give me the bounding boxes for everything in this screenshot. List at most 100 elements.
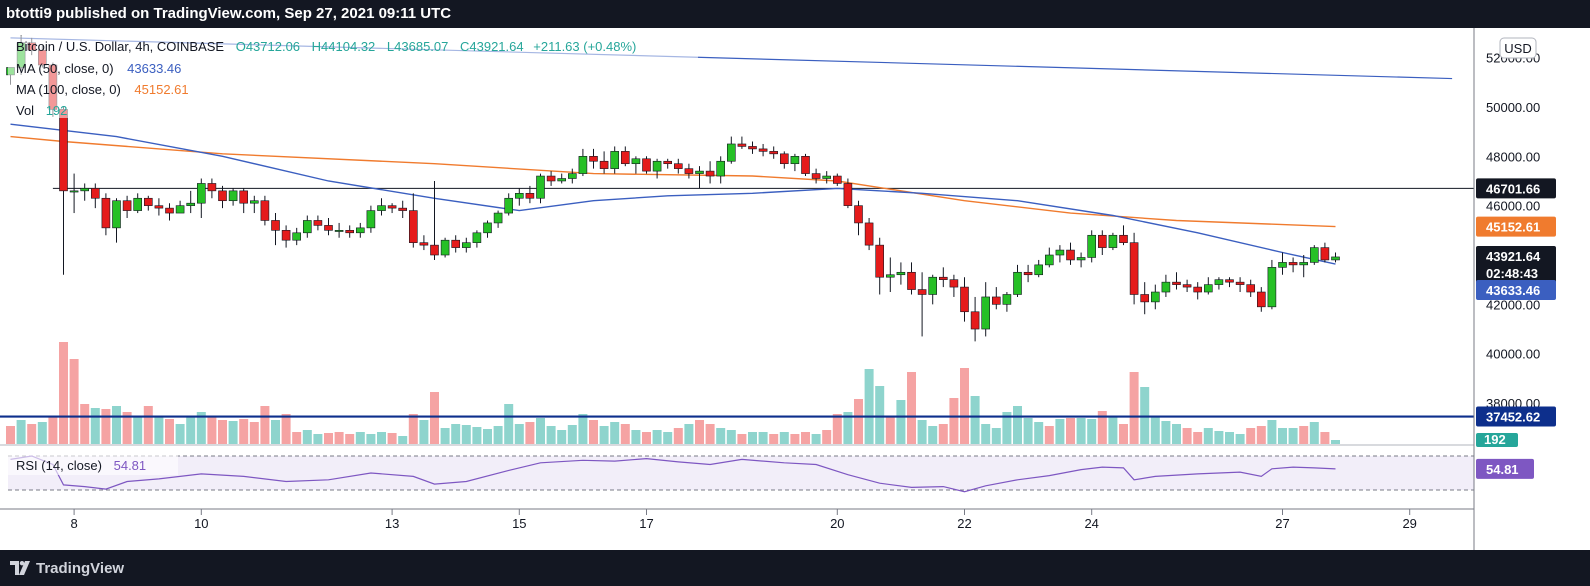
candle: [907, 262, 916, 295]
candle: [758, 143, 768, 157]
candle-body: [1278, 262, 1287, 268]
candle: [112, 198, 121, 243]
candle-body: [271, 220, 280, 231]
candle-body: [1257, 291, 1266, 308]
candle-body: [1023, 271, 1033, 276]
candle: [599, 151, 609, 174]
candle-body: [1119, 234, 1128, 243]
support-price-tag-box: [1476, 406, 1556, 427]
volume-bar: [260, 406, 270, 444]
candle-body: [907, 271, 916, 290]
candle-body: [440, 239, 450, 256]
candle-body: [546, 175, 556, 182]
candle-body: [620, 151, 630, 165]
price-tick: 42000.00: [1486, 297, 1540, 312]
candle-body: [663, 160, 673, 165]
candle: [737, 136, 747, 149]
volume-bar: [1172, 424, 1181, 444]
candle: [1034, 259, 1043, 278]
candle-body: [355, 227, 365, 234]
candle-body: [1066, 249, 1075, 261]
candle: [1002, 292, 1012, 312]
candle-body: [1129, 242, 1139, 295]
candle-body: [1002, 294, 1012, 305]
ma100-label[interactable]: MA (100, close, 0): [16, 82, 121, 97]
candle: [1076, 252, 1086, 268]
volume-bar: [6, 426, 15, 444]
candle: [1267, 259, 1277, 310]
candle: [1320, 242, 1330, 263]
volume-bar: [324, 433, 333, 444]
support-price-tag: 37452.62: [1476, 406, 1556, 427]
candle: [1045, 247, 1054, 268]
currency-button[interactable]: USD: [1499, 37, 1537, 59]
candle-body: [250, 200, 259, 204]
volume-bar: [949, 398, 959, 444]
candle: [313, 215, 323, 231]
rsi-tag: 54.81: [1476, 458, 1534, 479]
candle-body: [991, 296, 1001, 305]
candle: [684, 163, 694, 179]
volume-bar: [69, 359, 79, 444]
volume-bar: [557, 430, 567, 444]
candle: [387, 203, 397, 214]
rsi-legend: RSI (14, close) 54.81: [8, 455, 178, 475]
candle: [1119, 225, 1128, 246]
candle: [1246, 279, 1255, 297]
volume-bar: [896, 400, 906, 444]
volume-bar: [801, 432, 810, 444]
time-axis[interactable]: 8 10 13 15 17 20 22 24 27 29: [70, 509, 1417, 531]
volume-bar: [917, 420, 927, 444]
candle-body: [69, 190, 79, 193]
volume-bar: [472, 427, 482, 444]
rsi-label[interactable]: RSI (14, close): [16, 458, 102, 473]
high-value: H44104.32: [312, 39, 376, 54]
candle: [801, 153, 810, 177]
candle: [822, 171, 832, 184]
volume-bar: [1299, 426, 1309, 444]
volume-bar: [207, 416, 217, 444]
candle-body: [578, 156, 588, 174]
volume-bar: [589, 420, 598, 444]
candle-body: [122, 200, 132, 211]
volume-bar: [536, 418, 545, 444]
candle: [504, 193, 514, 216]
ma50-label[interactable]: MA (50, close, 0): [16, 61, 114, 76]
candle: [239, 188, 248, 214]
candle: [1087, 230, 1096, 263]
candle-body: [1172, 281, 1181, 285]
symbol-label[interactable]: Bitcoin / U.S. Dollar, 4h, COINBASE: [16, 39, 224, 54]
time-tick: 13: [385, 516, 399, 531]
brand-name: TradingView: [36, 559, 125, 577]
candles: [6, 35, 1340, 342]
candle-body: [165, 207, 174, 214]
candle-body: [695, 170, 704, 174]
candle-body: [1151, 291, 1160, 303]
volume-bar: [398, 436, 408, 444]
volume-bar: [843, 412, 853, 444]
volume-bar: [981, 424, 991, 444]
candle-body: [811, 173, 821, 179]
ma50-price-tag-box: [1476, 280, 1556, 301]
candle: [334, 222, 344, 238]
candle-body: [1045, 254, 1054, 266]
candle-body: [1193, 286, 1202, 293]
candle: [663, 158, 673, 169]
volume-bar: [1044, 426, 1054, 444]
volume-bar: [991, 428, 1001, 444]
volume-bar: [440, 428, 450, 444]
volume-bar: [1309, 422, 1319, 444]
volume-bar: [101, 409, 111, 444]
candle: [960, 277, 969, 322]
low-value: L43685.07: [387, 39, 448, 54]
vol-label[interactable]: Vol: [16, 103, 34, 118]
volume-bar: [832, 414, 842, 444]
candle-body: [228, 190, 238, 202]
candle: [1193, 282, 1202, 300]
candle-body: [366, 210, 376, 229]
volume-bar: [1203, 428, 1213, 444]
candle-body: [938, 276, 948, 280]
volume-bar: [16, 420, 26, 444]
